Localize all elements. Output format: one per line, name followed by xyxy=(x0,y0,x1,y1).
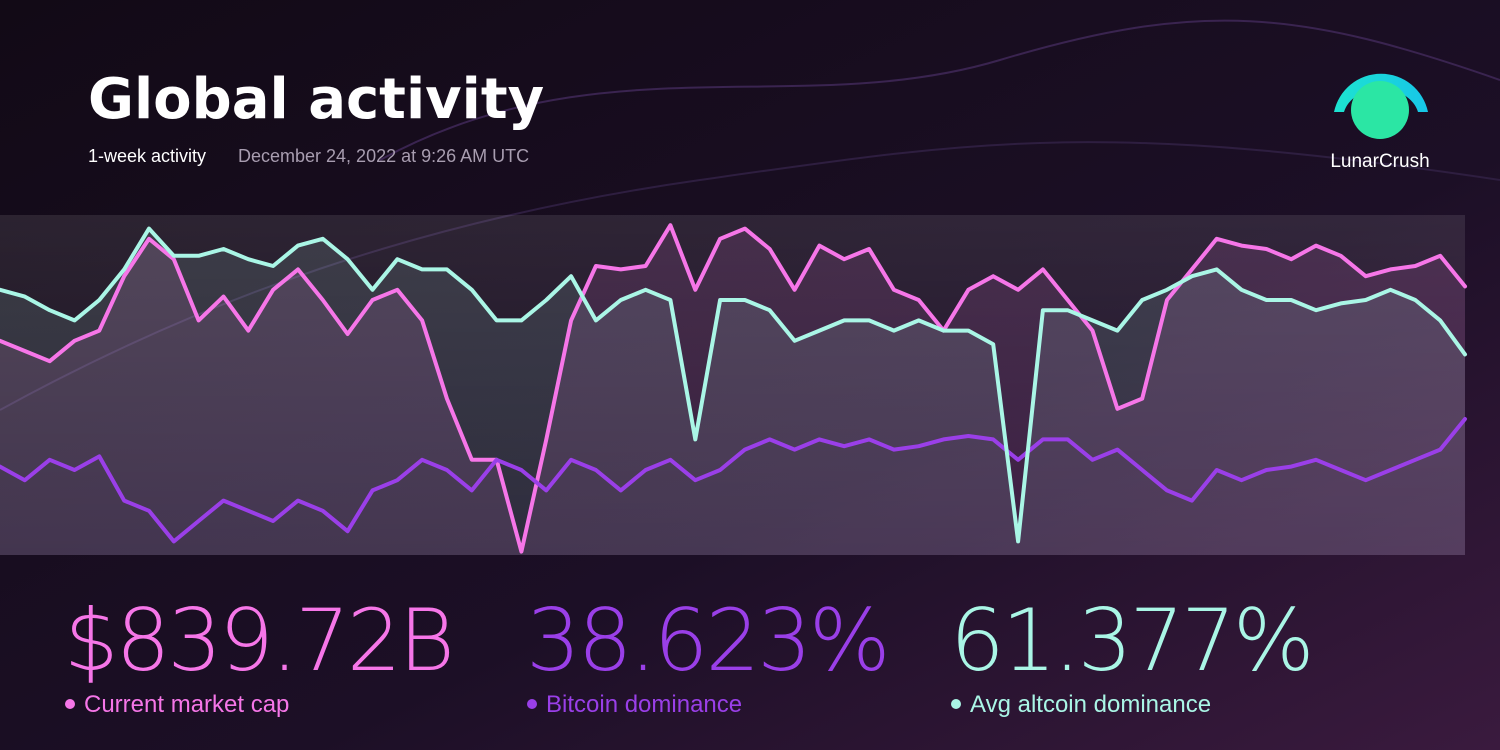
logo: LunarCrush xyxy=(1330,73,1430,172)
decor-curve xyxy=(379,19,1500,161)
logo-moon xyxy=(1351,81,1409,139)
title: Global activity xyxy=(88,67,544,132)
logo-arc xyxy=(1334,73,1428,112)
series-line xyxy=(0,226,1467,544)
stat-value: 38.623% xyxy=(526,591,888,691)
subtitle: 1-week activity xyxy=(88,146,206,166)
stat-value: 61.377% xyxy=(950,591,1312,691)
series-line xyxy=(0,223,1467,554)
series-line xyxy=(0,417,1467,544)
stat-value: $839.72B xyxy=(64,591,452,691)
legend-dot xyxy=(527,699,537,709)
legend-dot xyxy=(951,699,961,709)
logo-label: LunarCrush xyxy=(1330,151,1429,172)
legend-label: Current market cap xyxy=(84,691,289,718)
plot xyxy=(0,215,1467,555)
legend-label: Avg altcoin dominance xyxy=(970,691,1211,718)
legend-label: Bitcoin dominance xyxy=(546,691,742,718)
legend-dot xyxy=(65,699,75,709)
timestamp: December 24, 2022 at 9:26 AM UTC xyxy=(238,146,529,166)
